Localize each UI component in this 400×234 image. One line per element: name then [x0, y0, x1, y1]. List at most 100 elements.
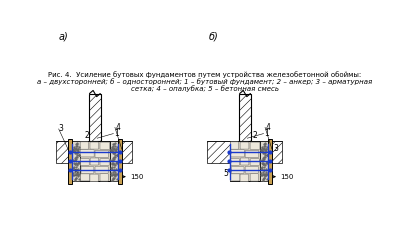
Point: [259, 145, 265, 149]
Point: [263, 161, 269, 165]
Point: [110, 172, 117, 176]
Point: [261, 151, 268, 155]
Point: [260, 176, 267, 180]
Point: [73, 162, 80, 166]
Point: [72, 176, 79, 180]
Point: [72, 162, 78, 165]
Text: 5: 5: [73, 169, 78, 178]
Point: [264, 153, 270, 157]
Point: [109, 178, 116, 182]
Point: [112, 141, 118, 145]
Point: [75, 148, 82, 151]
Point: [76, 177, 82, 181]
FancyBboxPatch shape: [100, 142, 110, 149]
Point: [72, 172, 79, 176]
Point: [72, 158, 78, 161]
Point: [262, 173, 269, 177]
Point: [112, 167, 119, 171]
Point: [263, 172, 270, 176]
Point: [108, 174, 114, 177]
Point: [264, 177, 270, 181]
Point: [110, 172, 116, 176]
Point: [113, 153, 120, 157]
Point: [76, 153, 82, 157]
Point: [110, 157, 116, 160]
Point: [110, 147, 117, 151]
Text: 1: 1: [114, 129, 119, 138]
Point: [74, 155, 80, 159]
Point: [112, 170, 119, 174]
Point: [113, 147, 119, 151]
Point: [114, 172, 120, 176]
Point: [108, 166, 114, 170]
Point: [76, 161, 82, 165]
Bar: [122, 141, 132, 163]
Point: [72, 162, 78, 166]
Point: [261, 165, 267, 169]
FancyBboxPatch shape: [90, 174, 98, 181]
Point: [262, 149, 269, 153]
Point: [112, 149, 119, 153]
FancyBboxPatch shape: [80, 174, 90, 181]
Point: [262, 141, 268, 145]
Point: [71, 161, 78, 165]
Point: [263, 147, 270, 151]
Point: [259, 161, 266, 165]
Bar: [272, 141, 282, 163]
Point: [73, 176, 79, 180]
Point: [262, 163, 268, 166]
Point: [71, 167, 78, 171]
Point: [74, 144, 80, 147]
Point: [262, 149, 268, 152]
Point: [72, 151, 78, 154]
Point: [70, 148, 76, 152]
Bar: [89, 94, 101, 141]
Text: а – двухсторонней; б – односторонней; 1 – бутовый фундамент; 2 – анкер; 3 – арма: а – двухсторонней; б – односторонней; 1 …: [37, 78, 373, 85]
Point: [71, 146, 77, 150]
Text: 5: 5: [223, 169, 228, 178]
Point: [110, 147, 116, 150]
Point: [262, 150, 269, 154]
Point: [112, 174, 118, 177]
Point: [111, 151, 117, 155]
Point: [74, 172, 80, 176]
Point: [262, 144, 268, 147]
Point: [260, 162, 266, 166]
Point: [113, 160, 120, 164]
Point: [262, 143, 268, 146]
Point: [114, 153, 120, 157]
Point: [76, 145, 82, 149]
Point: [70, 148, 76, 152]
Point: [262, 170, 269, 174]
Point: [264, 161, 270, 165]
FancyBboxPatch shape: [81, 167, 94, 173]
Text: Рис. 4.  Усиление бутовых фундаментов путем устройства железобетонной обоймы:: Рис. 4. Усиление бутовых фундаментов пут…: [48, 71, 362, 78]
Point: [113, 148, 119, 151]
Point: [110, 176, 117, 180]
Point: [69, 158, 76, 162]
Point: [76, 172, 82, 176]
Point: [258, 148, 264, 152]
Point: [258, 148, 264, 152]
Point: [74, 150, 81, 154]
Point: [110, 157, 117, 161]
Point: [261, 173, 267, 177]
Point: [74, 141, 81, 145]
Point: [260, 145, 267, 148]
Point: [261, 147, 267, 151]
Bar: [110, 141, 118, 181]
Point: [258, 174, 264, 177]
Point: [264, 160, 270, 164]
Point: [76, 160, 82, 164]
FancyBboxPatch shape: [100, 174, 108, 181]
Point: [75, 161, 81, 165]
Point: [73, 156, 79, 159]
Point: [261, 151, 267, 155]
Point: [72, 145, 79, 148]
Point: [74, 173, 81, 177]
Point: [71, 165, 77, 169]
FancyBboxPatch shape: [240, 174, 248, 181]
Point: [257, 158, 264, 162]
Point: [260, 172, 266, 176]
Point: [261, 146, 267, 150]
